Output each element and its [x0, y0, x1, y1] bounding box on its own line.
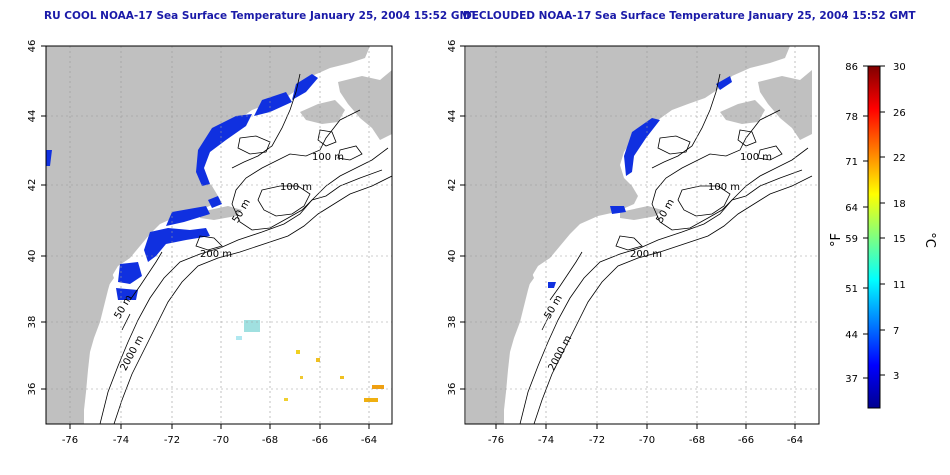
y-tick-label: 36 — [27, 383, 38, 396]
left-map-panel: 100 m 100 m 50 m 200 m 50 m 2000 m -76 -… — [27, 40, 393, 446]
y-tick-label: 38 — [27, 316, 38, 329]
colorbar: 86 78 71 64 59 51 44 37 30 26 22 18 15 1… — [829, 62, 937, 409]
colorbar-ticks — [863, 65, 885, 379]
y-tick-label: 42 — [27, 179, 38, 192]
x-tick-label: -70 — [639, 435, 655, 446]
left-sst-offshore — [236, 320, 384, 402]
f-tick-label: 59 — [845, 234, 858, 245]
colorbar-c-labels: 30 26 22 18 15 11 7 3 — [893, 62, 906, 382]
y-tick-label: 40 — [27, 250, 38, 263]
right-map-frame — [464, 45, 820, 425]
right-grid — [465, 46, 819, 424]
y-tick-label: 36 — [447, 383, 458, 396]
x-tick-label: -72 — [164, 435, 180, 446]
left-contour-label: 200 m — [200, 249, 232, 260]
left-grid — [46, 46, 392, 424]
x-tick-label: -68 — [262, 435, 278, 446]
c-tick-label: 15 — [893, 234, 906, 245]
left-map-title: RU COOL NOAA-17 Sea Surface Temperature … — [44, 10, 478, 22]
x-tick-label: -70 — [213, 435, 229, 446]
left-contour-label: 100 m — [280, 182, 312, 193]
x-tick-label: -68 — [689, 435, 705, 446]
x-tick-label: -64 — [361, 435, 377, 446]
y-tick-label: 44 — [447, 110, 458, 123]
f-tick-label: 37 — [845, 374, 858, 385]
c-tick-label: 30 — [893, 62, 906, 73]
c-tick-label: 26 — [893, 108, 906, 119]
y-tick-label: 42 — [447, 179, 458, 192]
f-tick-label: 78 — [845, 112, 858, 123]
c-tick-label: 3 — [893, 371, 899, 382]
c-tick-label: 11 — [893, 280, 906, 291]
colorbar-f-labels: 86 78 71 64 59 51 44 37 — [845, 62, 858, 385]
c-tick-label: 7 — [893, 326, 899, 337]
right-contour-label: 200 m — [630, 249, 662, 260]
f-tick-label: 44 — [845, 330, 858, 341]
right-contour-label: 100 m — [708, 182, 740, 193]
x-tick-label: -74 — [113, 435, 129, 446]
left-y-tick-labels: 36 38 40 42 44 46 — [27, 40, 38, 396]
y-tick-label: 46 — [447, 40, 458, 53]
left-x-tick-labels: -76 -74 -72 -70 -68 -66 -64 — [62, 435, 377, 446]
right-map-panel: 100 m 100 m 50 m 200 m 50 m 2000 m -76 -… — [447, 40, 820, 446]
y-tick-label: 44 — [27, 110, 38, 123]
right-sst-pixels — [548, 76, 732, 288]
colorbar-celsius-label: °C — [922, 232, 937, 248]
x-tick-label: -66 — [312, 435, 328, 446]
y-tick-label: 38 — [447, 316, 458, 329]
right-contour-label: 100 m — [740, 152, 772, 163]
right-axis-ticks — [460, 45, 796, 429]
left-map-frame — [45, 45, 393, 425]
y-tick-label: 46 — [27, 40, 38, 53]
f-tick-label: 86 — [845, 62, 858, 73]
c-tick-label: 22 — [893, 153, 906, 164]
x-tick-label: -64 — [787, 435, 803, 446]
x-tick-label: -72 — [589, 435, 605, 446]
f-tick-label: 64 — [845, 203, 858, 214]
x-tick-label: -74 — [538, 435, 554, 446]
x-tick-label: -76 — [488, 435, 504, 446]
colorbar-fahrenheit-label: °F — [829, 233, 844, 247]
y-tick-label: 40 — [447, 250, 458, 263]
left-axis-ticks — [41, 45, 370, 429]
f-tick-label: 51 — [845, 284, 858, 295]
left-contour-label: 100 m — [312, 152, 344, 163]
f-tick-label: 71 — [845, 157, 858, 168]
colorbar-gradient — [867, 65, 881, 409]
right-map-title: DECLOUDED NOAA-17 Sea Surface Temperatur… — [463, 10, 916, 22]
right-y-tick-labels: 36 38 40 42 44 46 — [447, 40, 458, 396]
x-tick-label: -76 — [62, 435, 78, 446]
c-tick-label: 18 — [893, 199, 906, 210]
x-tick-label: -66 — [738, 435, 754, 446]
right-x-tick-labels: -76 -74 -72 -70 -68 -66 -64 — [488, 435, 803, 446]
